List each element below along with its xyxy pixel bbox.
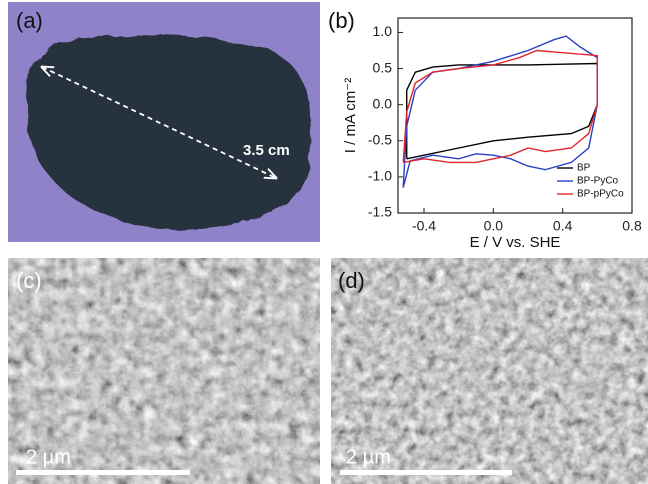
x-tick-label: 0.8 — [622, 218, 642, 234]
panel-label: (d) — [338, 268, 365, 293]
legend-label: BP-pPyCo — [577, 189, 624, 200]
y-tick-label: -1.0 — [368, 168, 392, 184]
panel-label: (a) — [16, 8, 43, 33]
cv-curve — [403, 36, 597, 188]
scale-bar — [340, 470, 512, 475]
scale-bar — [16, 470, 190, 475]
x-axis-label: E / V vs. SHE — [470, 234, 561, 251]
y-tick-label: 1.0 — [373, 23, 393, 39]
y-tick-label: 0.0 — [373, 95, 393, 111]
y-tick-label: -0.5 — [368, 131, 392, 147]
scale-label: 2 µm — [346, 446, 391, 468]
legend-label: BP-PyCo — [577, 176, 619, 187]
x-tick-label: 0.0 — [484, 218, 504, 234]
y-axis-label: I / mA cm⁻² — [342, 78, 359, 153]
chart: -0.4 0.0 0.4 0.8 -1.5 -1.0 -0.5 0.0 0.5 1.0 E / V … — [342, 18, 642, 251]
panel-label: (c) — [16, 268, 42, 293]
y-tick-label: -1.5 — [368, 204, 392, 220]
cv-curve — [407, 64, 598, 159]
scale-label: 2 µm — [26, 446, 71, 468]
x-tick-label: -0.4 — [412, 218, 436, 234]
x-tick-label: 0.4 — [553, 218, 573, 234]
y-tick-label: 0.5 — [373, 59, 393, 75]
legend-label: BP — [577, 163, 591, 174]
length-label: 3.5 cm — [243, 142, 290, 159]
figure: 3.5 cm (a) (b) -0.4 0.0 0.4 0.8 -1.5 -1.0 -0.5… — [0, 0, 648, 484]
panel-label: (b) — [328, 8, 355, 33]
